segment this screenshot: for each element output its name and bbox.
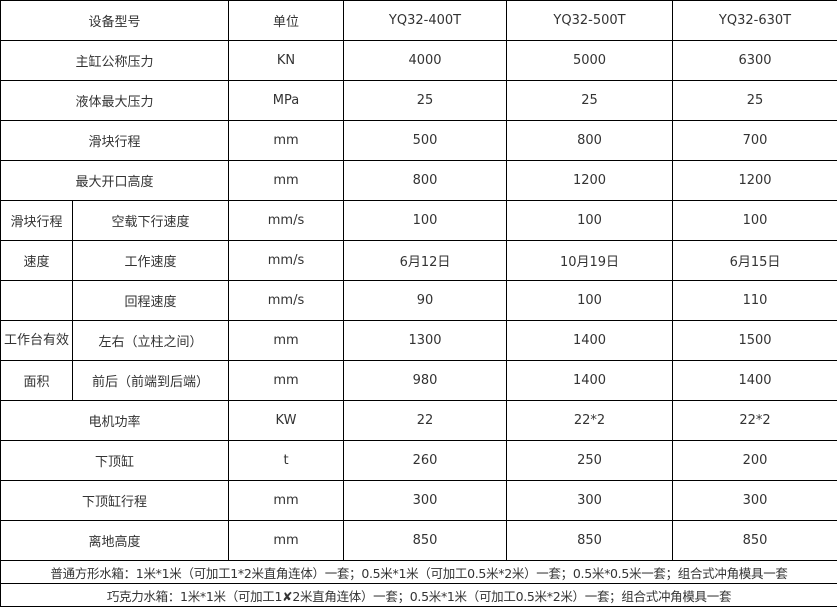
row-label: 主缸公称压力 xyxy=(0,40,230,81)
row-unit: mm xyxy=(228,320,345,361)
table-row: 滑块行程 空载下行速度 mm/s 100 100 100 xyxy=(0,200,837,241)
table-row: 滑块行程 mm 500 800 700 xyxy=(0,120,837,161)
table-row: 液体最大压力 MPa 25 25 25 xyxy=(0,80,837,121)
row-value: 25 xyxy=(506,80,674,121)
row-unit: t xyxy=(228,440,345,481)
footer-row: 巧克力水箱：1米*1米（可加工1✘2米直角连体）一套；0.5米*1米（可加工0.… xyxy=(0,583,837,607)
table-row: 速度 工作速度 mm/s 6月12日 10月19日 6月15日 xyxy=(0,240,837,281)
row-label: 空载下行速度 xyxy=(71,200,230,241)
header-row: 设备型号 单位 YQ32-400T YQ32-500T YQ32-630T xyxy=(0,0,837,41)
row-value: 100 xyxy=(506,200,674,241)
row-group-label xyxy=(0,280,73,321)
row-value: 1400 xyxy=(672,360,837,401)
header-model: YQ32-630T xyxy=(672,0,837,41)
footer-note: 巧克力水箱：1米*1米（可加工1✘2米直角连体）一套；0.5米*1米（可加工0.… xyxy=(0,583,837,607)
row-unit: mm xyxy=(228,120,345,161)
row-value: 90 xyxy=(343,280,508,321)
row-value: 850 xyxy=(672,520,837,561)
row-value: 22*2 xyxy=(672,400,837,441)
row-value: 1200 xyxy=(672,160,837,201)
row-value: 4000 xyxy=(343,40,508,81)
row-value: 100 xyxy=(506,280,674,321)
row-value: 850 xyxy=(506,520,674,561)
row-value: 300 xyxy=(343,480,508,521)
row-group-label: 滑块行程 xyxy=(0,200,73,241)
row-unit: mm xyxy=(228,520,345,561)
row-value: 1300 xyxy=(343,320,508,361)
row-label: 回程速度 xyxy=(71,280,230,321)
row-value: 25 xyxy=(343,80,508,121)
row-unit: KN xyxy=(228,40,345,81)
row-unit: mm/s xyxy=(228,280,345,321)
row-value: 980 xyxy=(343,360,508,401)
row-value: 25 xyxy=(672,80,837,121)
row-group-label: 面积 xyxy=(0,360,73,401)
row-label: 滑块行程 xyxy=(0,120,230,161)
table-row: 主缸公称压力 KN 4000 5000 6300 xyxy=(0,40,837,81)
row-label: 下顶缸 xyxy=(0,440,230,481)
row-value: 6300 xyxy=(672,40,837,81)
table-row: 离地高度 mm 850 850 850 xyxy=(0,520,837,561)
row-value: 100 xyxy=(343,200,508,241)
row-unit: mm xyxy=(228,480,345,521)
header-model: YQ32-400T xyxy=(343,0,508,41)
row-group-label: 速度 xyxy=(0,240,73,281)
row-value: 500 xyxy=(343,120,508,161)
table-row: 面积 前后（前端到后端） mm 980 1400 1400 xyxy=(0,360,837,401)
footer-note: 普通方形水箱：1米*1米（可加工1*2米直角连体）一套；0.5米*1米（可加工0… xyxy=(0,560,837,584)
row-value: 300 xyxy=(672,480,837,521)
row-value: 22 xyxy=(343,400,508,441)
row-value: 100 xyxy=(672,200,837,241)
row-value: 1500 xyxy=(672,320,837,361)
table-row: 下顶缸行程 mm 300 300 300 xyxy=(0,480,837,521)
row-value: 200 xyxy=(672,440,837,481)
table-row: 回程速度 mm/s 90 100 110 xyxy=(0,280,837,321)
row-value: 1400 xyxy=(506,360,674,401)
row-unit: mm/s xyxy=(228,200,345,241)
row-unit: MPa xyxy=(228,80,345,121)
row-value: 250 xyxy=(506,440,674,481)
row-unit: mm/s xyxy=(228,240,345,281)
table-row: 工作台有效 左右（立柱之间） mm 1300 1400 1500 xyxy=(0,320,837,361)
header-label: 设备型号 xyxy=(0,0,230,41)
row-value: 110 xyxy=(672,280,837,321)
row-value: 850 xyxy=(343,520,508,561)
row-label: 工作速度 xyxy=(71,240,230,281)
row-group-label: 工作台有效 xyxy=(0,320,73,361)
row-label: 下顶缸行程 xyxy=(0,480,230,521)
row-label: 前后（前端到后端） xyxy=(71,360,230,401)
row-label: 液体最大压力 xyxy=(0,80,230,121)
header-model: YQ32-500T xyxy=(506,0,674,41)
table-row: 下顶缸 t 260 250 200 xyxy=(0,440,837,481)
row-value: 6月12日 xyxy=(343,240,508,281)
row-value: 300 xyxy=(506,480,674,521)
row-value: 6月15日 xyxy=(672,240,837,281)
row-label: 离地高度 xyxy=(0,520,230,561)
row-value: 1200 xyxy=(506,160,674,201)
table-row: 电机功率 KW 22 22*2 22*2 xyxy=(0,400,837,441)
row-label: 左右（立柱之间） xyxy=(71,320,230,361)
row-value: 260 xyxy=(343,440,508,481)
header-unit: 单位 xyxy=(228,0,345,41)
row-value: 22*2 xyxy=(506,400,674,441)
row-value: 800 xyxy=(506,120,674,161)
row-unit: mm xyxy=(228,160,345,201)
row-unit: KW xyxy=(228,400,345,441)
row-value: 10月19日 xyxy=(506,240,674,281)
row-value: 700 xyxy=(672,120,837,161)
row-value: 800 xyxy=(343,160,508,201)
row-value: 5000 xyxy=(506,40,674,81)
row-label: 电机功率 xyxy=(0,400,230,441)
table-row: 最大开口高度 mm 800 1200 1200 xyxy=(0,160,837,201)
row-value: 1400 xyxy=(506,320,674,361)
row-unit: mm xyxy=(228,360,345,401)
footer-row: 普通方形水箱：1米*1米（可加工1*2米直角连体）一套；0.5米*1米（可加工0… xyxy=(0,560,837,584)
row-label: 最大开口高度 xyxy=(0,160,230,201)
